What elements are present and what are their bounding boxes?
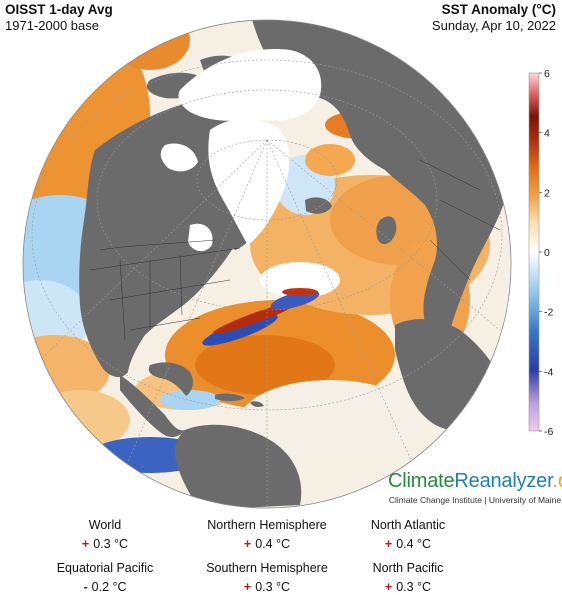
header-left: OISST 1-day Avg 1971-2000 base xyxy=(5,2,113,33)
header-right: SST Anomaly (°C) Sunday, Apr 10, 2022 xyxy=(432,2,556,33)
country-borders xyxy=(89,159,501,341)
globe-outline xyxy=(22,19,512,509)
stat-label: North Pacific xyxy=(372,561,444,575)
colorbar-tick-label: -4 xyxy=(544,366,553,378)
stat-value: 0.4 °C xyxy=(396,537,432,551)
stat-label: Equatorial Pacific xyxy=(56,561,154,575)
arctic-sea-ice xyxy=(178,49,322,121)
colorbar-tick-label: 4 xyxy=(544,128,550,140)
colorbar: 6 4 2 0 -2 -4 -6 xyxy=(528,68,553,438)
stat-value: 0.3 °C xyxy=(255,580,291,594)
brand-block: ClimateReanalyzer.org Climate Change Ins… xyxy=(388,470,562,506)
sst-anomaly-globe-map: 6 4 2 0 -2 -4 -6 xyxy=(22,19,553,509)
baseline-period: 1971-2000 base xyxy=(5,18,99,33)
colorbar-tick-label: -2 xyxy=(544,307,553,319)
stat-world: World +0.3 °C xyxy=(15,517,195,552)
stat-sign: + xyxy=(243,537,252,551)
stat-label: Southern Hemisphere xyxy=(206,561,328,575)
stat-value: 0.3 °C xyxy=(93,537,129,551)
stat-equatorial-pacific: Equatorial Pacific -0.2 °C xyxy=(15,560,195,595)
stat-label: World xyxy=(88,518,122,532)
climate-reanalyzer-logo[interactable]: ClimateReanalyzer.org xyxy=(388,470,562,492)
anomaly-stats-panel: World +0.3 °C Northern Hemisphere +0.4 °… xyxy=(0,512,562,594)
stat-sign: + xyxy=(384,537,393,551)
stat-sign: + xyxy=(243,580,252,594)
stat-sign: - xyxy=(83,580,88,594)
map-date: Sunday, Apr 10, 2022 xyxy=(431,18,556,33)
stat-sign: + xyxy=(81,537,90,551)
south-america xyxy=(174,424,302,508)
stat-north-pacific: North Pacific +0.3 °C xyxy=(318,560,498,595)
stat-northern-hemisphere: Northern Hemisphere +0.4 °C xyxy=(177,517,357,552)
dataset-title: OISST 1-day Avg xyxy=(5,2,113,17)
colorbar-tick-label: 2 xyxy=(544,187,550,199)
stat-sign: + xyxy=(384,580,393,594)
map-title: SST Anomaly (°C) xyxy=(441,2,556,17)
stat-southern-hemisphere: Southern Hemisphere +0.3 °C xyxy=(177,560,357,595)
colorbar-tick-label: -6 xyxy=(544,426,553,438)
graticule-lines xyxy=(31,59,503,508)
stat-label: Northern Hemisphere xyxy=(207,518,327,532)
iceland xyxy=(305,197,332,214)
stat-value: 0.3 °C xyxy=(396,580,432,594)
colorbar-scale xyxy=(528,72,540,432)
colorbar-ticks: 6 4 2 0 -2 -4 -6 xyxy=(539,68,553,438)
stat-value: 0.2 °C xyxy=(91,580,127,594)
stat-value: 0.4 °C xyxy=(255,537,291,551)
stat-north-atlantic: North Atlantic +0.4 °C xyxy=(318,517,498,552)
colorbar-tick-label: 0 xyxy=(544,247,550,259)
stat-label: North Atlantic xyxy=(370,518,446,532)
colorbar-tick-label: 6 xyxy=(544,68,550,80)
brand-subtitle: Climate Change Institute | University of… xyxy=(388,495,562,505)
globe-disk xyxy=(23,20,511,508)
